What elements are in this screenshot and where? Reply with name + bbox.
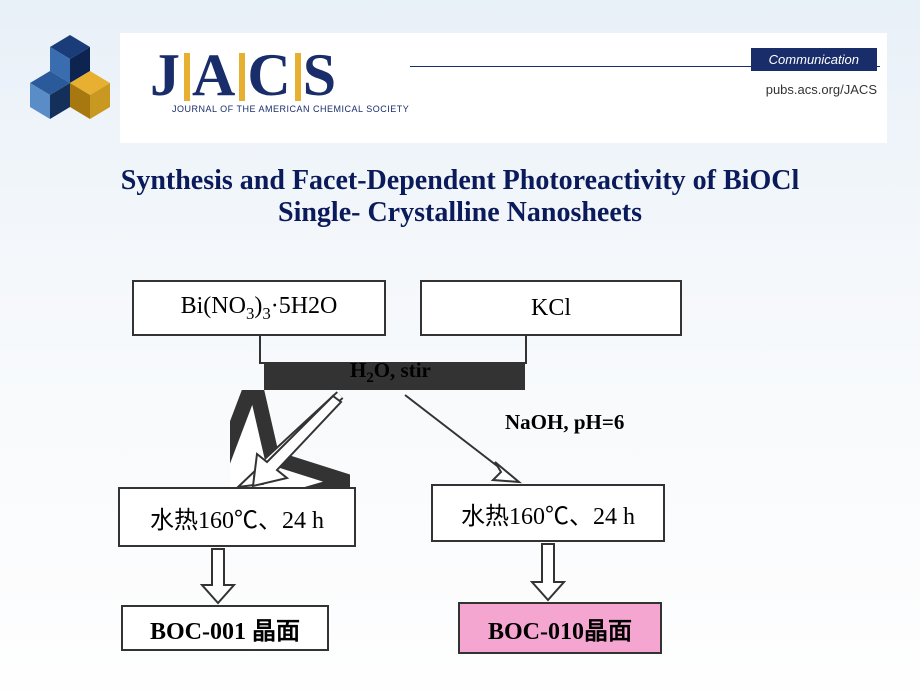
right-label: NaOH, pH=6	[505, 410, 624, 435]
result-right-text: BOC-010晶面	[488, 611, 632, 646]
reagent-1-box: Bi(NO3)3·5H2O	[132, 280, 386, 336]
arrow-left-hollow	[205, 392, 345, 490]
result-left-text: BOC-001 晶面	[150, 611, 300, 646]
communication-badge: Communication	[751, 48, 877, 71]
connector-l-down	[259, 336, 261, 364]
mix-label: H2O, stir	[350, 358, 431, 387]
jacs-logo: JACS JOURNAL OF THE AMERICAN CHEMICAL SO…	[150, 41, 409, 114]
step-right-box: 水热160℃、24 h	[431, 484, 665, 542]
step-left-text: 水热160℃、24 h	[150, 500, 324, 535]
reagent-2-text: KCl	[531, 295, 571, 322]
pubs-url: pubs.acs.org/JACS	[766, 82, 877, 97]
slide-title: Synthesis and Facet-Dependent Photoreact…	[0, 165, 920, 229]
title-line-1: Synthesis and Facet-Dependent Photoreact…	[0, 165, 920, 197]
step-right-text: 水热160℃、24 h	[461, 496, 635, 531]
cube-logo-icon	[20, 25, 120, 145]
result-right-box: BOC-010晶面	[458, 602, 662, 654]
arrow-mix-to-right	[395, 390, 525, 488]
jacs-subtitle: JOURNAL OF THE AMERICAN CHEMICAL SOCIETY	[172, 104, 409, 114]
reagent-2-box: KCl	[420, 280, 682, 336]
title-line-2: Single- Crystalline Nanosheets	[0, 197, 920, 229]
result-left-box: BOC-001 晶面	[121, 605, 329, 651]
arrow-to-result-left	[198, 547, 238, 607]
jacs-letters: JACS	[150, 41, 409, 110]
connector-r-down	[525, 336, 527, 364]
arrow-to-result-right	[528, 542, 568, 604]
reagent-1-text: Bi(NO3)3·5H2O	[181, 293, 338, 324]
step-left-box: 水热160℃、24 h	[118, 487, 356, 547]
